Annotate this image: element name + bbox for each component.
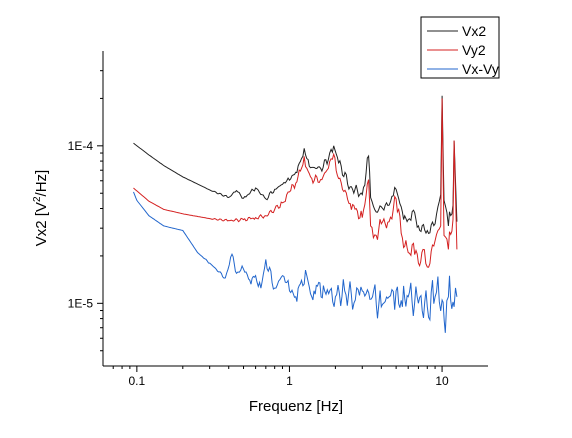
y-axis-title-superscript: 2 bbox=[32, 196, 43, 202]
x-tick-label-2: 10 bbox=[435, 374, 449, 388]
y-tick-label-0: 1E-5 bbox=[68, 296, 94, 310]
x-axis-title: Frequenz [Hz] bbox=[249, 398, 343, 415]
legend-label-1: Vy2 bbox=[462, 42, 486, 58]
x-ticks: 0.1 1 10 bbox=[112, 366, 449, 388]
y-ticks: 1E-5 1E-4 bbox=[68, 70, 103, 352]
x-tick-label-0: 0.1 bbox=[129, 374, 146, 388]
series-line-vy2 bbox=[133, 98, 458, 268]
legend-label-2: Vx-Vy bbox=[462, 61, 499, 77]
y-axis-title: Vx2 [V2/Hz] bbox=[32, 170, 50, 246]
legend-box bbox=[420, 16, 500, 79]
axes: 0.1 1 10 1E-5 1E-4 bbox=[68, 51, 488, 388]
series-line-vx2 bbox=[133, 95, 458, 235]
legend-items: Vx2 Vy2 Vx-Vy bbox=[427, 23, 499, 77]
series-line-vx-vy bbox=[133, 191, 458, 333]
y-axis-title-rest: /Hz] bbox=[33, 170, 50, 197]
legend-label-0: Vx2 bbox=[462, 23, 486, 39]
series-layer bbox=[133, 95, 458, 333]
y-axis-title-main: Vx2 [V bbox=[33, 202, 50, 246]
legend: Vx2 Vy2 Vx-Vy bbox=[420, 16, 500, 79]
y-tick-label-1: 1E-4 bbox=[68, 139, 94, 153]
x-tick-label-1: 1 bbox=[286, 374, 293, 388]
